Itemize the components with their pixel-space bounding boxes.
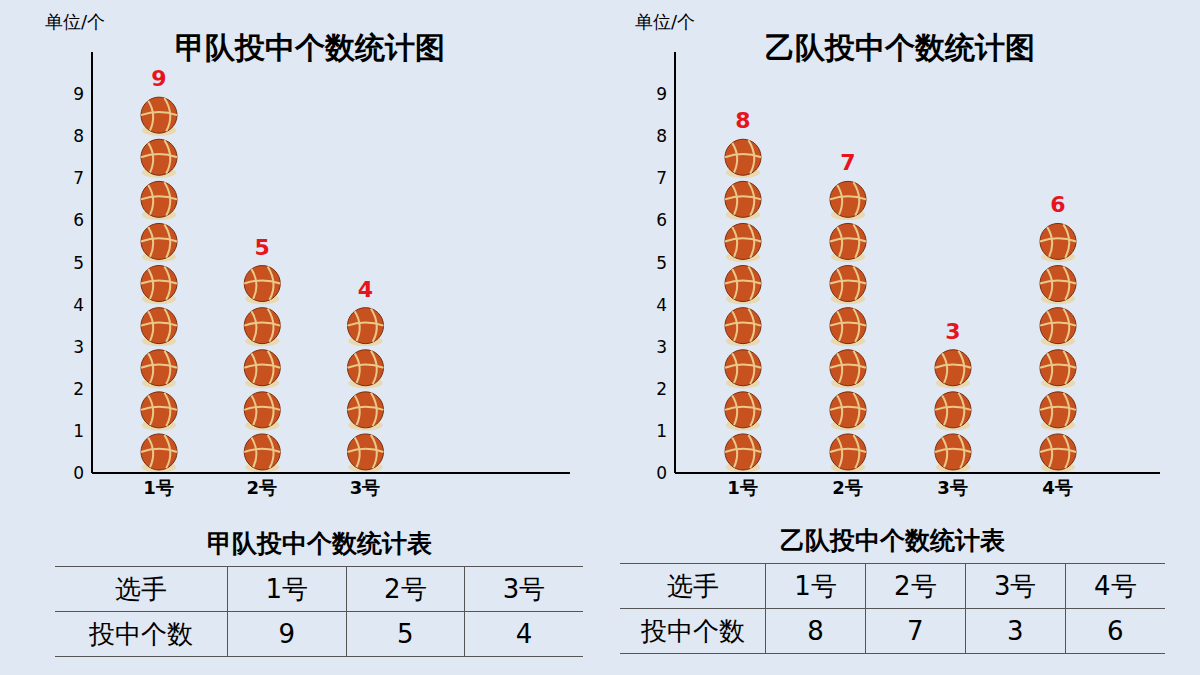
- svg-text:3号: 3号: [937, 477, 968, 498]
- html-text:4号: 4号: [1094, 570, 1137, 601]
- html-text:9: 9: [278, 619, 295, 649]
- svg-text:9: 9: [656, 84, 667, 104]
- html-text:2号: 2号: [384, 573, 427, 604]
- html-text:1号: 1号: [265, 573, 308, 604]
- svg-text:5: 5: [656, 253, 667, 273]
- html-text:选手: 选手: [115, 573, 167, 604]
- svg-text:9: 9: [73, 84, 84, 104]
- svg-text:8: 8: [735, 108, 750, 133]
- svg-text:1: 1: [656, 421, 667, 441]
- svg-text:4: 4: [358, 277, 373, 302]
- svg-text:3: 3: [945, 319, 960, 344]
- html-text:甲队投中个数统计表: 甲队投中个数统计表: [206, 529, 432, 558]
- svg-text:1号: 1号: [143, 477, 174, 498]
- html-text:选手: 选手: [666, 570, 719, 601]
- svg-text:2号: 2号: [832, 477, 863, 498]
- svg-text:2: 2: [656, 379, 667, 399]
- html-text:3号: 3号: [993, 570, 1037, 601]
- svg-text:1: 1: [73, 421, 84, 441]
- svg-text:0: 0: [73, 463, 84, 483]
- html-text:2号: 2号: [894, 570, 937, 601]
- svg-text:3: 3: [73, 337, 84, 357]
- svg-text:3号: 3号: [350, 477, 381, 498]
- html-text:乙队投中个数统计表: 乙队投中个数统计表: [780, 526, 1005, 555]
- html-text:4: 4: [515, 619, 533, 649]
- svg-text:4: 4: [656, 295, 667, 315]
- svg-text:0: 0: [656, 463, 667, 483]
- html-text:3: 3: [1006, 616, 1024, 646]
- svg-text:2: 2: [73, 379, 84, 399]
- html-text:投中个数: 投中个数: [640, 615, 745, 646]
- html-text:7: 7: [907, 616, 924, 646]
- html-text:甲队投中个数统计图: 甲队投中个数统计图: [175, 30, 445, 65]
- html-text:3号: 3号: [502, 573, 546, 604]
- svg-text:4号: 4号: [1042, 477, 1073, 498]
- html-text:单位/个: 单位/个: [45, 11, 106, 32]
- svg-text:6: 6: [73, 210, 84, 230]
- html-text:乙队投中个数统计图: 乙队投中个数统计图: [765, 30, 1035, 65]
- svg-text:7: 7: [840, 150, 855, 175]
- svg-text:7: 7: [656, 168, 667, 188]
- svg-text:4: 4: [73, 295, 84, 315]
- svg-text:5: 5: [255, 235, 270, 260]
- svg-text:7: 7: [73, 168, 84, 188]
- svg-text:5: 5: [73, 253, 84, 273]
- svg-text:1号: 1号: [727, 477, 758, 498]
- svg-text:6: 6: [656, 210, 667, 230]
- svg-text:9: 9: [151, 66, 166, 91]
- html-text:1号: 1号: [794, 570, 837, 601]
- html-text:单位/个: 单位/个: [635, 11, 696, 32]
- html-text:6: 6: [1107, 616, 1124, 646]
- svg-text:8: 8: [73, 126, 84, 146]
- svg-text:2号: 2号: [247, 477, 278, 498]
- svg-text:6: 6: [1050, 192, 1065, 217]
- svg-text:8: 8: [656, 126, 667, 146]
- html-text:投中个数: 投中个数: [89, 618, 193, 649]
- svg-text:3: 3: [656, 337, 667, 357]
- html-text:5: 5: [397, 619, 414, 649]
- html-text:8: 8: [807, 616, 824, 646]
